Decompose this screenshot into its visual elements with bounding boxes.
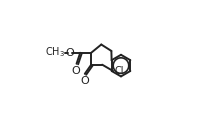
- Text: O: O: [65, 48, 74, 58]
- Text: O: O: [71, 66, 80, 76]
- Text: Cl: Cl: [114, 66, 123, 76]
- Text: CH$_3$: CH$_3$: [45, 45, 65, 59]
- Text: O: O: [80, 76, 88, 86]
